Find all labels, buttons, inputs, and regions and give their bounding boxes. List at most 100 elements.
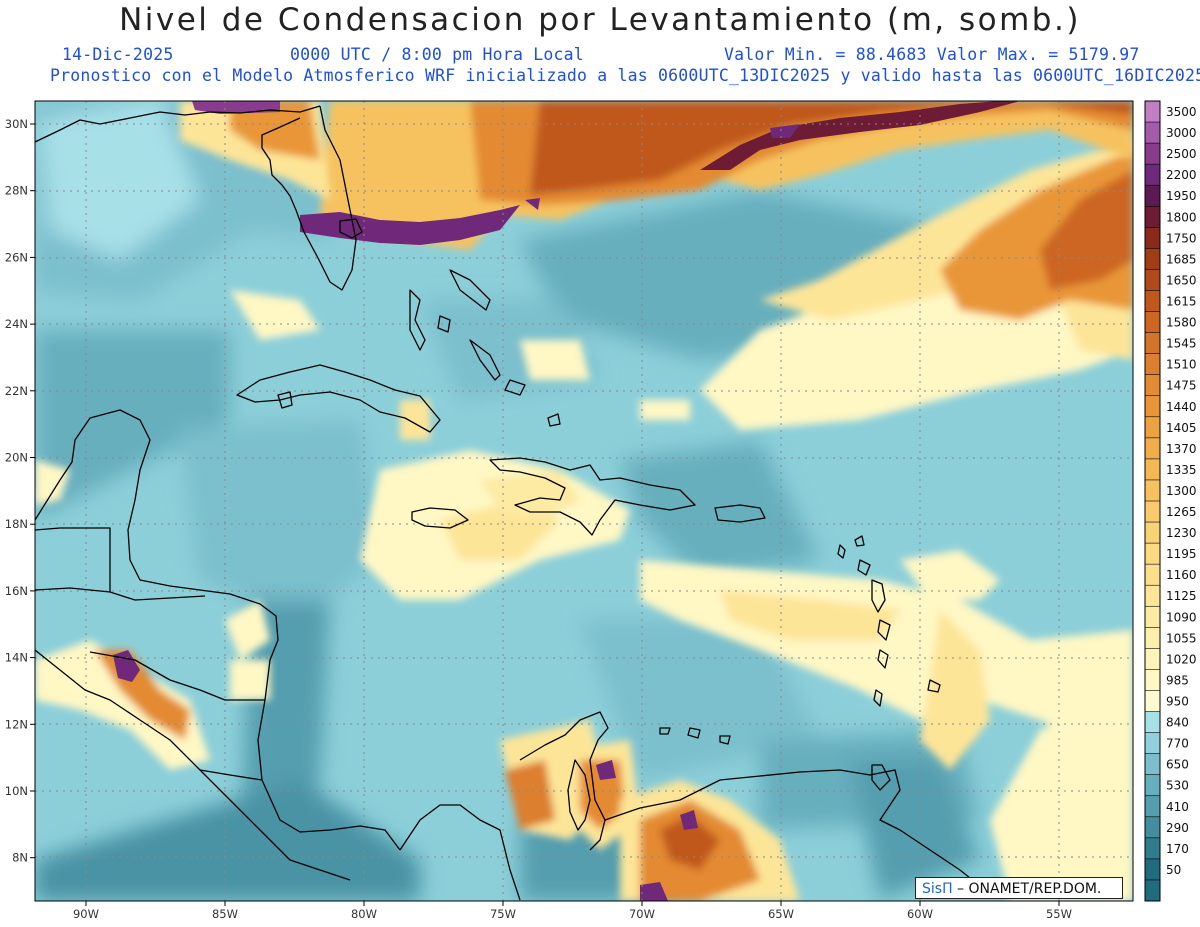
colorbar-swatch <box>1145 732 1160 755</box>
puerto-rico <box>714 504 766 523</box>
gulf-coast-usa <box>35 105 321 143</box>
lat-label: 26N <box>5 250 28 264</box>
colorbar-label: 1055 <box>1166 631 1197 645</box>
lon-label: 80W <box>351 907 377 921</box>
martinique <box>877 619 891 641</box>
colorbar-label: 985 <box>1166 673 1189 687</box>
colorbar-label: 770 <box>1166 737 1189 751</box>
colorbar-swatch <box>1145 669 1160 691</box>
colorbar-label: 1545 <box>1166 337 1197 351</box>
colorbar-label: 1510 <box>1166 358 1197 372</box>
colorbar-label: 1440 <box>1166 400 1197 414</box>
colorbar-swatch <box>1145 627 1160 649</box>
lon-label: 70W <box>629 907 655 921</box>
lake-maracaibo <box>567 759 591 831</box>
colorbar-label: 50 <box>1166 863 1181 877</box>
bonaire <box>719 735 731 745</box>
colorbar-label: 1090 <box>1166 610 1197 624</box>
mayaguana <box>504 379 526 396</box>
hispaniola <box>489 457 696 536</box>
colorbar-swatch <box>1145 711 1160 734</box>
colorbar-label: 410 <box>1166 800 1189 814</box>
central-america-caribbean-coast <box>35 409 401 851</box>
colorbar-label: 1335 <box>1166 463 1197 477</box>
colorbar-label: 1475 <box>1166 379 1197 393</box>
colorbar-label: 1800 <box>1166 210 1197 224</box>
lat-label: 22N <box>5 384 28 398</box>
forecast-date: 14-Dic-2025 <box>62 45 174 64</box>
lake-okeechobee <box>339 218 363 239</box>
lat-label: 10N <box>5 784 28 798</box>
colorbar-label: 1750 <box>1166 231 1197 245</box>
colorbar-label: 3000 <box>1166 126 1197 140</box>
honduras-border <box>35 587 206 601</box>
colorbar-swatch <box>1145 816 1160 839</box>
gulf-of-venezuela <box>519 711 609 851</box>
colorbar-swatch <box>1145 101 1160 123</box>
colorbar-swatch <box>1145 437 1160 460</box>
lat-label: 16N <box>5 584 28 598</box>
colorbar-label: 170 <box>1166 842 1189 856</box>
colorbar-swatch <box>1145 227 1160 249</box>
lat-label: 24N <box>5 317 28 331</box>
colorbar-label: 1685 <box>1166 252 1197 266</box>
jamaica <box>411 507 469 529</box>
colorbar-swatch <box>1145 648 1160 670</box>
colorbar-swatch <box>1145 795 1160 818</box>
colorbar-swatch <box>1145 206 1160 228</box>
exuma <box>437 315 451 333</box>
colorbar-label: 1020 <box>1166 652 1197 666</box>
colorbar-swatch <box>1145 269 1160 291</box>
st-lucia <box>877 649 889 669</box>
lon-label: 65W <box>768 907 794 921</box>
colorbar-label: 3500 <box>1166 105 1197 119</box>
colorbar-label: 1950 <box>1166 189 1197 203</box>
colorbar-label: 1615 <box>1166 295 1197 309</box>
credit-text: – ONAMET/REP.DOM. <box>952 881 1102 897</box>
lon-label: 55W <box>1046 907 1072 921</box>
forecast-time: 0000 UTC / 8:00 pm Hora Local <box>290 45 584 64</box>
lon-label: 90W <box>73 907 99 921</box>
venezuela-coast <box>604 769 986 891</box>
colorbar-label: 1370 <box>1166 442 1197 456</box>
colorbar-label: 1195 <box>1166 547 1197 561</box>
nicaragua-border <box>89 651 265 701</box>
colorbar-label: 1265 <box>1166 505 1197 519</box>
colorbar-swatch <box>1145 879 1160 902</box>
colorbar-swatch <box>1145 858 1160 881</box>
credit-box: SisΠ – ONAMET/REP.DOM. <box>915 877 1123 899</box>
colorbar-swatch <box>1145 837 1160 860</box>
colorbar-swatch <box>1145 185 1160 207</box>
lat-label: 12N <box>5 717 28 731</box>
colorbar-swatch <box>1145 416 1160 439</box>
colorbar-swatch <box>1145 374 1160 397</box>
model-info: Pronostico con el Modelo Atmosferico WRF… <box>50 66 1200 85</box>
min-max-values: Valor Min. = 88.4683 Valor Max. = 5179.9… <box>724 45 1140 64</box>
colorbar-swatch <box>1145 458 1160 481</box>
aruba <box>659 727 671 735</box>
colorbar-swatch <box>1145 479 1160 502</box>
colorbar-swatch <box>1145 543 1160 565</box>
guatemala-border <box>35 527 111 592</box>
colorbar-label: 1230 <box>1166 526 1197 540</box>
lat-label: 18N <box>5 517 28 531</box>
trinidad <box>871 764 891 791</box>
colorbar-swatch <box>1145 564 1160 586</box>
isla-juventud <box>277 391 293 409</box>
lon-label: 75W <box>490 907 516 921</box>
map-frame <box>34 100 1134 902</box>
colorbar-swatch <box>1145 143 1160 165</box>
colorbar-swatch <box>1145 753 1160 776</box>
colorbar-label: 1125 <box>1166 589 1197 603</box>
colorbar-swatch <box>1145 290 1160 313</box>
colorbar-label: 1405 <box>1166 421 1197 435</box>
colorbar-swatch <box>1145 332 1160 355</box>
colorbar-swatch <box>1145 248 1160 270</box>
colorbar-label: 840 <box>1166 716 1189 730</box>
colorbar-swatch <box>1145 501 1160 523</box>
colorbar-swatch <box>1145 164 1160 186</box>
long-island-bahamas <box>469 339 501 381</box>
lon-label: 85W <box>212 907 238 921</box>
colorbar-swatch <box>1145 522 1160 544</box>
